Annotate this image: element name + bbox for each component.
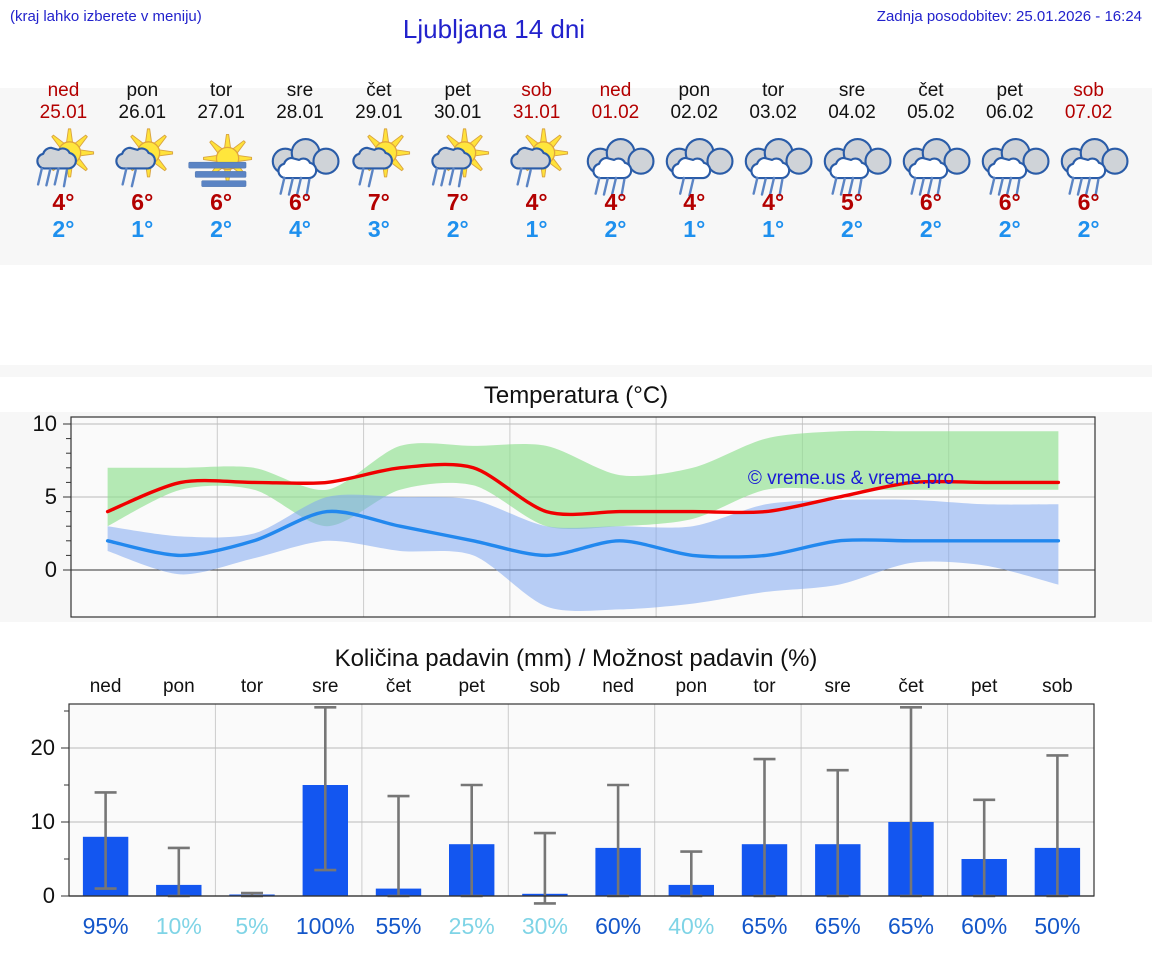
svg-text:pon: pon <box>675 676 707 697</box>
svg-text:65%: 65% <box>815 913 861 939</box>
svg-text:sre: sre <box>824 676 850 697</box>
svg-text:65%: 65% <box>888 913 934 939</box>
svg-text:0: 0 <box>45 557 57 582</box>
svg-text:50%: 50% <box>1034 913 1080 939</box>
svg-text:sob: sob <box>1042 676 1073 697</box>
svg-text:pon: pon <box>163 676 195 697</box>
svg-text:sob: sob <box>530 676 561 697</box>
svg-text:65%: 65% <box>741 913 787 939</box>
svg-text:tor: tor <box>753 676 776 697</box>
svg-text:95%: 95% <box>83 913 129 939</box>
svg-text:55%: 55% <box>375 913 421 939</box>
svg-text:5: 5 <box>45 484 57 509</box>
svg-text:60%: 60% <box>595 913 641 939</box>
svg-text:10: 10 <box>31 809 55 834</box>
svg-text:10%: 10% <box>156 913 202 939</box>
svg-text:sre: sre <box>312 676 338 697</box>
svg-text:40%: 40% <box>668 913 714 939</box>
svg-text:tor: tor <box>241 676 264 697</box>
svg-text:pet: pet <box>971 676 998 697</box>
svg-text:5%: 5% <box>235 913 268 939</box>
svg-text:25%: 25% <box>449 913 495 939</box>
svg-text:20: 20 <box>31 735 55 760</box>
svg-text:čet: čet <box>386 676 412 697</box>
svg-text:100%: 100% <box>296 913 355 939</box>
svg-text:0: 0 <box>43 883 55 908</box>
svg-text:pet: pet <box>458 676 485 697</box>
svg-text:ned: ned <box>90 676 122 697</box>
svg-text:© vreme.us & vreme.pro: © vreme.us & vreme.pro <box>748 468 954 489</box>
svg-text:čet: čet <box>898 676 924 697</box>
svg-text:60%: 60% <box>961 913 1007 939</box>
svg-text:ned: ned <box>602 676 634 697</box>
svg-text:10: 10 <box>33 412 57 436</box>
svg-text:30%: 30% <box>522 913 568 939</box>
